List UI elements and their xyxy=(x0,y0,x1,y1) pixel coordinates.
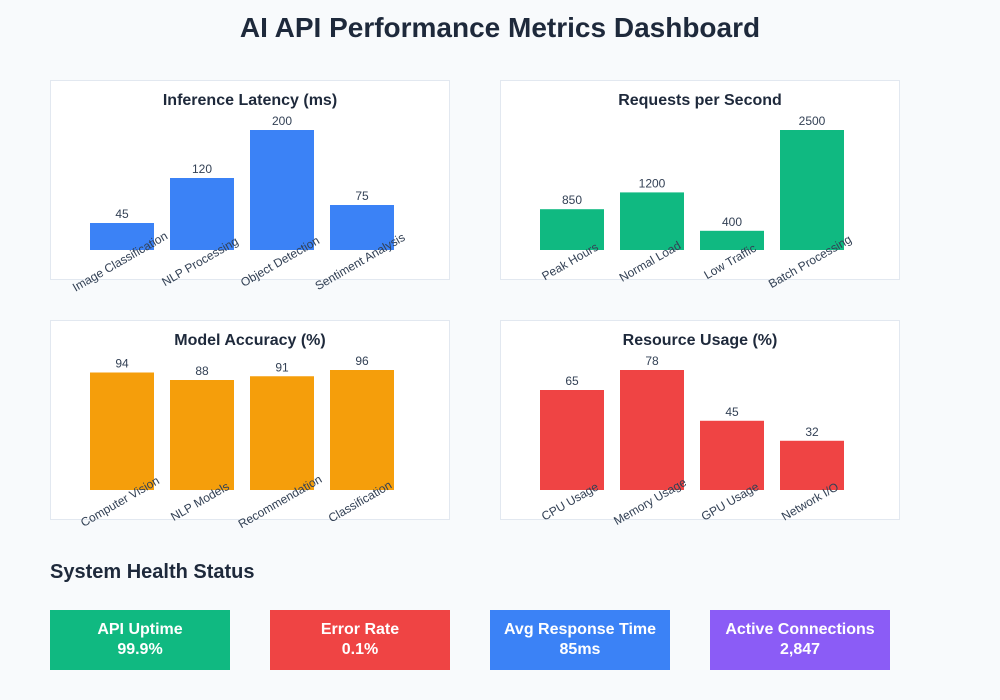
bar-sentiment-analysis xyxy=(330,205,394,250)
data-label: 65 xyxy=(565,374,579,388)
data-label: 94 xyxy=(115,357,129,371)
chart-panel-resource-usage: Resource Usage (%) 65 CPU Usage 78 Memory Us… xyxy=(500,320,900,528)
health-card-active-connections: Active Connections 2,847 xyxy=(710,610,890,670)
health-card-label: API Uptime xyxy=(97,621,183,638)
bar-gpu-usage xyxy=(700,420,764,490)
data-label: 91 xyxy=(275,360,289,374)
health-card-label: Avg Response Time xyxy=(503,621,657,638)
health-card-label: Active Connections xyxy=(725,621,875,638)
data-label: 1200 xyxy=(639,176,666,190)
health-card-api-uptime: API Uptime 99.9% xyxy=(50,610,230,670)
bar-cpu-usage xyxy=(540,390,604,490)
chart-title: Model Accuracy (%) xyxy=(174,332,325,349)
health-card-label: Error Rate xyxy=(320,621,400,638)
data-label: 45 xyxy=(115,207,129,221)
data-label: 32 xyxy=(805,425,819,439)
bar-memory-usage xyxy=(620,370,684,490)
chart-title: Requests per Second xyxy=(618,92,782,109)
data-label: 78 xyxy=(645,354,659,368)
data-label: 120 xyxy=(192,162,212,176)
data-label: 850 xyxy=(562,193,582,207)
bar-object-detection xyxy=(250,130,314,250)
bar-nlp-processing xyxy=(170,178,234,250)
bar-image-classification xyxy=(90,223,154,250)
bar-peak-hours xyxy=(540,209,604,250)
data-label: 96 xyxy=(355,354,369,368)
health-card-error-rate: Error Rate 0.1% xyxy=(270,610,450,670)
bar-recommendation xyxy=(250,376,314,490)
health-card-value: 85ms xyxy=(559,641,601,658)
chart-panel-inference-latency: Inference Latency (ms) 45 Image Classifica… xyxy=(50,80,450,294)
bar-low-traffic xyxy=(700,230,764,250)
bar-nlp-models xyxy=(170,380,234,490)
data-label: 45 xyxy=(725,405,739,419)
system-health-title: System Health Status xyxy=(50,561,255,583)
data-label: 400 xyxy=(722,215,742,229)
bar-network-i-o xyxy=(780,440,844,490)
data-label: 75 xyxy=(355,189,369,203)
bar-computer-vision xyxy=(90,372,154,490)
chart-title: Inference Latency (ms) xyxy=(163,92,337,109)
data-label: 88 xyxy=(195,364,209,378)
data-label: 2500 xyxy=(799,114,826,128)
health-card-avg-response-time: Avg Response Time 85ms xyxy=(490,610,670,670)
page-title: AI API Performance Metrics Dashboard xyxy=(239,12,761,43)
bar-normal-load xyxy=(620,192,684,250)
health-card-value: 0.1% xyxy=(341,641,379,658)
health-card-value: 2,847 xyxy=(779,641,821,658)
health-card-value: 99.9% xyxy=(117,641,163,658)
bar-classification xyxy=(330,370,394,490)
data-label: 200 xyxy=(272,114,292,128)
chart-panel-model-accuracy: Model Accuracy (%) 94 Computer Vision 88 NLP… xyxy=(50,320,450,531)
chart-title: Resource Usage (%) xyxy=(623,332,778,349)
chart-panel-requests-per-second: Requests per Second 850 Peak Hours 1200 Norm… xyxy=(500,80,900,291)
bar-batch-processing xyxy=(780,130,844,250)
